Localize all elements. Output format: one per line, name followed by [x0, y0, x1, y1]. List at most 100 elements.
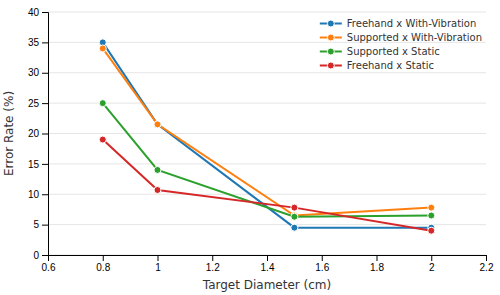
- x-axis-tick-label: 0.6: [42, 262, 56, 273]
- y-axis-tick-label: 35: [28, 37, 40, 48]
- line: [103, 140, 432, 231]
- y-axis-tick-mark: [42, 42, 48, 43]
- y-axis-tick-label: 0: [33, 250, 39, 261]
- x-axis-tick-label: 2: [429, 262, 435, 273]
- point: [154, 186, 161, 193]
- x-axis-tick-mark: [431, 255, 432, 261]
- point: [154, 121, 161, 128]
- y-axis-tick-mark: [42, 194, 48, 195]
- x-axis-tick-label: 1: [155, 262, 161, 273]
- x-axis-tick-mark: [267, 255, 268, 261]
- grid-line: [48, 133, 486, 134]
- line: [103, 48, 432, 215]
- y-axis-line: [42, 13, 49, 256]
- grid: [48, 12, 486, 255]
- grid-line: [48, 163, 486, 164]
- x-axis-tick-mark: [212, 255, 213, 261]
- legend-item: Supported x With-Vibration: [320, 32, 482, 43]
- grid-line: [48, 224, 486, 225]
- y-axis-tick-label: 25: [28, 98, 40, 109]
- grid-line: [48, 72, 486, 73]
- x-axis-tick: 1: [155, 255, 161, 273]
- x-axis-tick-label: 1.2: [206, 262, 220, 273]
- x-axis: 0.6 0.8 1 1.2 1.4 1.6 1.8 2 2.2: [42, 255, 494, 273]
- point: [291, 204, 298, 211]
- y-axis-tick-label: 10: [28, 189, 40, 200]
- legend-label: Supported x With-Vibration: [347, 32, 482, 43]
- point: [99, 45, 106, 52]
- x-axis-tick-label: 1.8: [370, 262, 384, 273]
- series: [99, 45, 435, 219]
- grid-line: [48, 12, 486, 13]
- x-axis-tick: 1.6: [315, 255, 329, 273]
- y-axis-tick-mark: [42, 103, 48, 104]
- x-axis-tick-mark: [377, 255, 378, 261]
- series: [99, 39, 435, 231]
- point: [291, 213, 298, 220]
- x-axis-tick-label: 0.8: [96, 262, 110, 273]
- y-axis-tick: 15: [28, 159, 48, 170]
- legend: Freehand x With-Vibration Supported x Wit…: [320, 18, 482, 71]
- grid-line: [48, 103, 486, 104]
- series: [99, 100, 435, 221]
- y-axis-tick-mark: [42, 134, 48, 135]
- x-axis-tick: 1.4: [261, 255, 275, 273]
- y-axis-tick: 30: [28, 67, 48, 78]
- y-axis-tick-mark: [42, 73, 48, 74]
- y-axis-tick: 0: [33, 250, 48, 261]
- point: [291, 224, 298, 231]
- x-axis-tick: 2: [429, 255, 435, 273]
- y-axis-tick-label: 30: [28, 67, 40, 78]
- plot: 0.6 0.8 1 1.2 1.4 1.6 1.8 2 2.2 0 5 10 15 20 25 30 35 40 F…: [28, 7, 494, 273]
- x-axis-tick-mark: [158, 255, 159, 261]
- legend-item: Freehand x Static: [320, 60, 434, 71]
- y-axis-tick-label: 15: [28, 159, 40, 170]
- y-axis-tick: 40: [28, 7, 48, 18]
- legend-marker: [327, 34, 334, 41]
- y-axis-tick: 25: [28, 98, 48, 109]
- y-axis-tick-mark: [42, 12, 48, 13]
- legend-label: Freehand x With-Vibration: [347, 18, 477, 29]
- y-axis-tick-mark: [42, 225, 48, 226]
- point: [154, 166, 161, 173]
- series: [99, 136, 435, 234]
- point: [154, 121, 161, 128]
- legend-label: Freehand x Static: [347, 60, 434, 71]
- point: [99, 136, 106, 143]
- x-axis-title: Target Diameter (cm): [202, 278, 331, 292]
- y-axis-tick-label: 40: [28, 7, 40, 18]
- y-axis-tick-mark: [42, 255, 48, 256]
- y-axis-tick: 5: [33, 219, 48, 230]
- y-axis-title: Error Rate (%): [2, 91, 16, 176]
- legend-marker: [327, 48, 334, 55]
- x-axis-tick: 0.6: [42, 255, 56, 273]
- x-axis-tick-label: 2.2: [480, 262, 494, 273]
- x-axis-tick-label: 1.4: [261, 262, 275, 273]
- x-axis-tick: 1.2: [206, 255, 220, 273]
- legend-label: Supported x Static: [347, 46, 440, 57]
- x-axis-tick: 2.2: [480, 255, 494, 273]
- y-axis-tick: 10: [28, 189, 48, 200]
- point: [428, 227, 435, 234]
- y-axis-tick: 20: [28, 128, 48, 139]
- legend-marker: [327, 20, 334, 27]
- point: [99, 100, 106, 107]
- x-axis-tick-mark: [103, 255, 104, 261]
- y-axis-tick-label: 5: [33, 219, 39, 230]
- x-axis-tick-mark: [486, 255, 487, 261]
- y-axis: 0 5 10 15 20 25 30 35 40: [28, 7, 49, 261]
- x-axis-line: [49, 256, 487, 262]
- x-axis-tick-mark: [322, 255, 323, 261]
- legend-item: Supported x Static: [320, 46, 440, 57]
- grid-line: [48, 194, 486, 195]
- legend-marker: [327, 62, 334, 69]
- x-axis-tick-label: 1.6: [315, 262, 329, 273]
- y-axis-tick: 35: [28, 37, 48, 48]
- point: [428, 204, 435, 211]
- line: [103, 103, 432, 217]
- chart: 0.6 0.8 1 1.2 1.4 1.6 1.8 2 2.2 0 5 10 15 20 25 30 35 40 F…: [0, 0, 500, 295]
- legend-item: Freehand x With-Vibration: [320, 18, 477, 29]
- point: [428, 212, 435, 219]
- y-axis-tick-mark: [42, 164, 48, 165]
- x-axis-tick: 1.8: [370, 255, 384, 273]
